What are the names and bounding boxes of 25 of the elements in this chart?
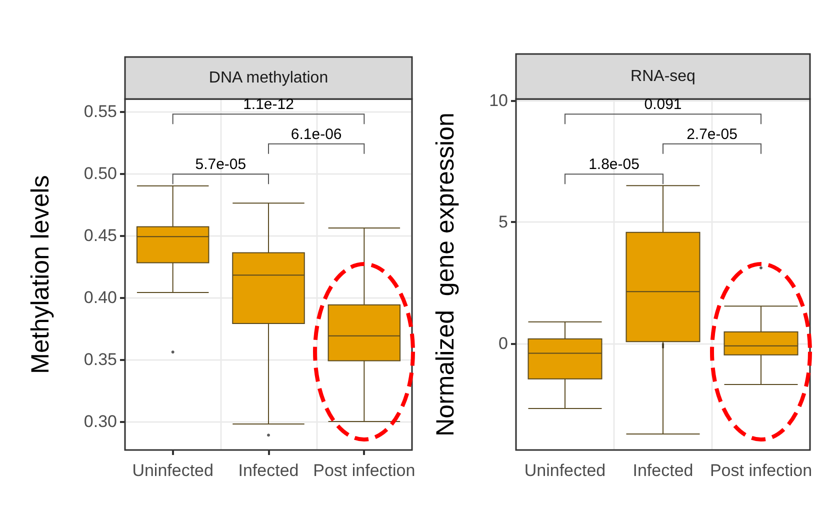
annotation: 5.7e-05	[195, 156, 246, 174]
chart-title: DNA methylation	[208, 70, 328, 86]
y-tick-label: 0.40	[84, 288, 117, 307]
y-tick-label: 0.50	[84, 164, 117, 183]
y-axis-title: Normalized gene expression	[432, 112, 460, 436]
x-tick-label: Post infection	[710, 461, 812, 480]
y-tick-label: 0.35	[84, 350, 117, 369]
annotation: 6.1e-06	[290, 126, 342, 143]
y-tick-label: 0.30	[84, 412, 117, 431]
annotation: 1.1e-12	[243, 96, 294, 114]
y-tick-label: 0.55	[84, 102, 117, 121]
x-tick-label: Uninfected	[524, 461, 606, 480]
annotation: 0.091	[644, 96, 682, 114]
x-tick-label: Post infection	[313, 461, 416, 480]
x-tick-label: Infected	[238, 461, 299, 480]
y-tick-label: 5	[498, 212, 508, 232]
x-tick-label: Infected	[632, 461, 694, 480]
y-tick-label: 10	[489, 91, 508, 110]
y-tick-label: 0	[498, 334, 508, 353]
chart-title: RNA-seq	[630, 68, 696, 85]
annotation: 2.7e-05	[686, 126, 738, 143]
x-tick-label: Uninfected	[132, 461, 214, 480]
annotation: 1.8e-05	[588, 156, 640, 174]
y-axis-title: Methylation levels	[26, 175, 54, 374]
y-tick-label: 0.45	[84, 226, 117, 245]
